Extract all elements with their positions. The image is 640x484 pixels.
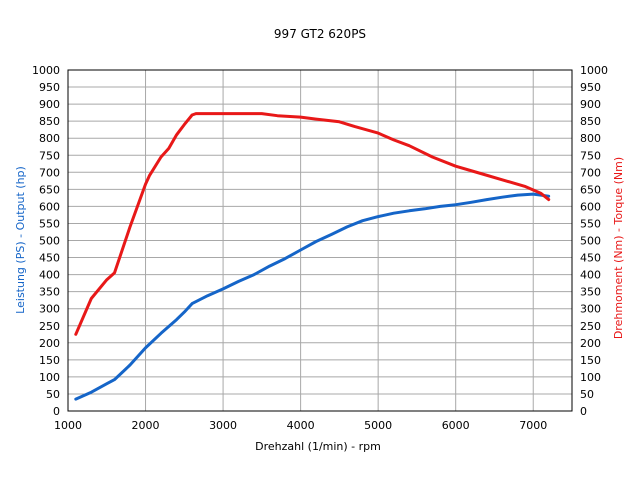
x-tick-label: 7000 [519,419,547,432]
y-tick-label-left: 800 [39,132,60,145]
y-tick-label-left: 350 [39,286,60,299]
y-tick-label-left: 500 [39,235,60,248]
y-tick-label-right: 150 [580,354,601,367]
y-tick-label-right: 400 [580,269,601,282]
y-tick-label-left: 450 [39,252,60,265]
y-tick-label-right: 350 [580,286,601,299]
y-tick-label-left: 300 [39,303,60,316]
y-tick-label-left: 750 [39,149,60,162]
y-tick-label-left: 850 [39,115,60,128]
y-tick-label-left: 1000 [32,64,60,77]
y-tick-label-right: 50 [580,388,594,401]
x-axis-label: Drehzahl (1/min) - rpm [255,440,381,453]
x-tick-label: 4000 [287,419,315,432]
chart-title: 997 GT2 620PS [274,27,366,41]
x-tick-label: 1000 [54,419,82,432]
y-tick-label-left: 400 [39,269,60,282]
y-tick-label-right: 650 [580,183,601,196]
y-tick-label-left: 700 [39,166,60,179]
y-tick-label-right: 850 [580,115,601,128]
y-tick-label-right: 700 [580,166,601,179]
y-tick-label-left: 100 [39,371,60,384]
y-axis-label-left: Leistung (PS) - Output (hp) [14,166,27,314]
y-tick-label-left: 150 [39,354,60,367]
y-tick-label-right: 100 [580,371,601,384]
y-tick-label-left: 0 [53,405,60,418]
x-tick-label: 5000 [364,419,392,432]
x-tick-label: 3000 [209,419,237,432]
y-tick-label-right: 200 [580,337,601,350]
y-tick-label-right: 250 [580,320,601,333]
y-axis-label-right: Drehmoment (Nm) - Torque (Nm) [612,157,625,339]
y-tick-label-right: 800 [580,132,601,145]
y-tick-label-left: 950 [39,81,60,94]
y-tick-label-right: 0 [580,405,587,418]
y-tick-label-right: 500 [580,235,601,248]
x-tick-label: 6000 [442,419,470,432]
y-tick-label-left: 250 [39,320,60,333]
y-tick-label-left: 550 [39,217,60,230]
y-tick-label-right: 1000 [580,64,608,77]
y-tick-label-right: 950 [580,81,601,94]
y-tick-label-left: 650 [39,183,60,196]
y-tick-label-right: 600 [580,200,601,213]
y-tick-label-right: 750 [580,149,601,162]
y-tick-label-right: 450 [580,252,601,265]
y-tick-label-right: 550 [580,217,601,230]
y-tick-label-left: 200 [39,337,60,350]
x-tick-label: 2000 [132,419,160,432]
y-tick-label-left: 50 [46,388,60,401]
y-tick-label-left: 900 [39,98,60,111]
y-tick-label-right: 300 [580,303,601,316]
y-tick-label-right: 900 [580,98,601,111]
y-tick-label-left: 600 [39,200,60,213]
